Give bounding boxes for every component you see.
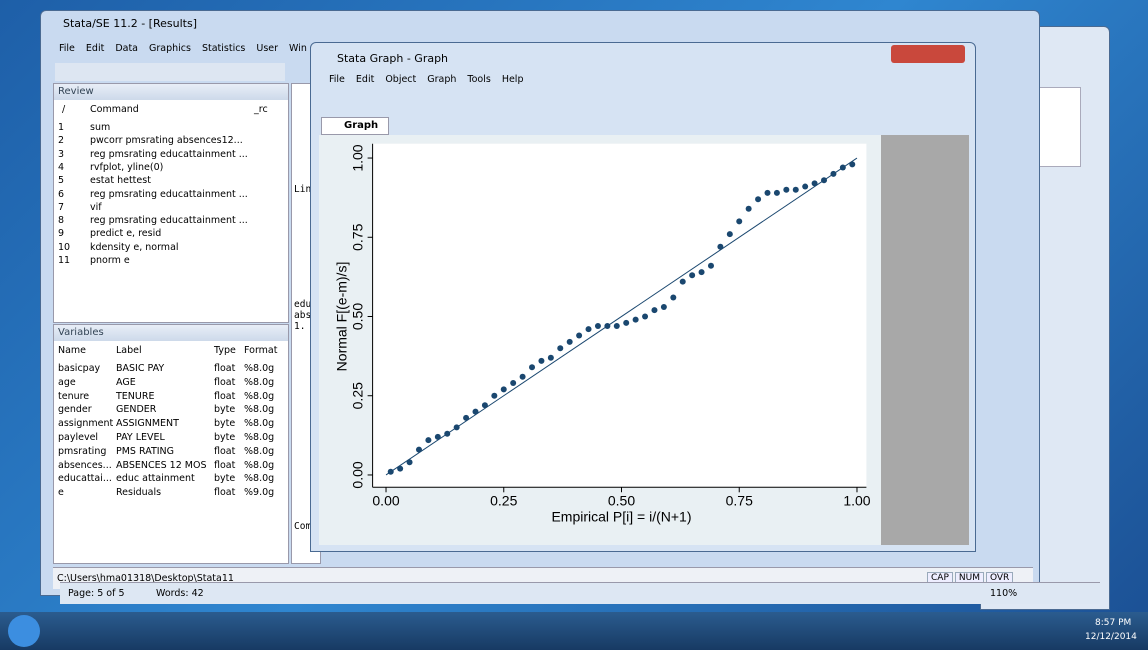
data-point (604, 323, 610, 329)
y-tick-label: 0.75 (350, 223, 366, 250)
data-point (510, 380, 516, 386)
data-point (651, 307, 657, 313)
taskbar: 8:57 PM 12/12/2014 (0, 612, 1148, 650)
data-point (520, 374, 526, 380)
data-point (830, 171, 836, 177)
data-point (473, 409, 479, 415)
data-point (633, 317, 639, 323)
x-tick-label: 0.50 (608, 492, 635, 508)
word-page: Page: 5 of 5 (68, 588, 125, 599)
data-point (680, 279, 686, 285)
word-status-bar: Page: 5 of 5 Words: 42 110% (60, 582, 1100, 604)
x-tick-label: 0.75 (726, 492, 753, 508)
data-point (708, 263, 714, 269)
data-point (774, 190, 780, 196)
clock-time: 8:57 PM (1095, 618, 1131, 628)
data-point (689, 272, 695, 278)
data-point (397, 466, 403, 472)
start-button[interactable] (8, 615, 40, 647)
data-point (463, 415, 469, 421)
clock-date: 12/12/2014 (1085, 632, 1137, 642)
y-tick-label: 0.25 (350, 382, 366, 409)
data-point (764, 190, 770, 196)
data-point (642, 314, 648, 320)
data-point (416, 447, 422, 453)
data-point (567, 339, 573, 345)
data-point (576, 333, 582, 339)
data-point (482, 402, 488, 408)
word-count: Words: 42 (156, 588, 204, 599)
data-point (538, 358, 544, 364)
data-point (548, 355, 554, 361)
data-point (491, 393, 497, 399)
data-point (736, 218, 742, 224)
desktop: Stata/SE 11.2 - [Results] FileEditDataGr… (0, 0, 1148, 650)
y-axis-title: Normal F[(e-m)/s] (334, 262, 350, 372)
data-point (699, 269, 705, 275)
x-tick-label: 1.00 (843, 492, 870, 508)
data-point (557, 345, 563, 351)
data-point (425, 437, 431, 443)
data-point (755, 196, 761, 202)
data-point (812, 180, 818, 186)
word-zoom: 110% (990, 588, 1017, 599)
data-point (793, 187, 799, 193)
data-point (783, 187, 789, 193)
x-axis-title: Empirical P[i] = i/(N+1) (551, 508, 691, 524)
y-tick-label: 0.00 (350, 461, 366, 488)
data-point (821, 177, 827, 183)
data-point (435, 434, 441, 440)
data-point (746, 206, 752, 212)
data-point (727, 231, 733, 237)
data-point (623, 320, 629, 326)
data-point (454, 424, 460, 430)
data-point (586, 326, 592, 332)
x-tick-label: 0.00 (372, 492, 399, 508)
data-point (802, 184, 808, 190)
data-point (849, 161, 855, 167)
data-point (670, 294, 676, 300)
y-tick-label: 1.00 (350, 144, 366, 171)
data-point (444, 431, 450, 437)
data-point (614, 323, 620, 329)
data-point (595, 323, 601, 329)
data-point (661, 304, 667, 310)
page: {"main_window": {"title": "Stata/SE 11.2… (0, 0, 1148, 650)
graph-svg: 0.00 0.25 0.50 0.75 1.00 0.00 0.25 0.50 0.75 1.00… (0, 0, 1148, 650)
data-point (529, 364, 535, 370)
data-point (501, 386, 507, 392)
data-point (388, 469, 394, 475)
data-point (840, 165, 846, 171)
data-point (717, 244, 723, 250)
x-tick-label: 0.25 (490, 492, 517, 508)
data-point (407, 459, 413, 465)
y-tick-label: 0.50 (350, 303, 366, 330)
